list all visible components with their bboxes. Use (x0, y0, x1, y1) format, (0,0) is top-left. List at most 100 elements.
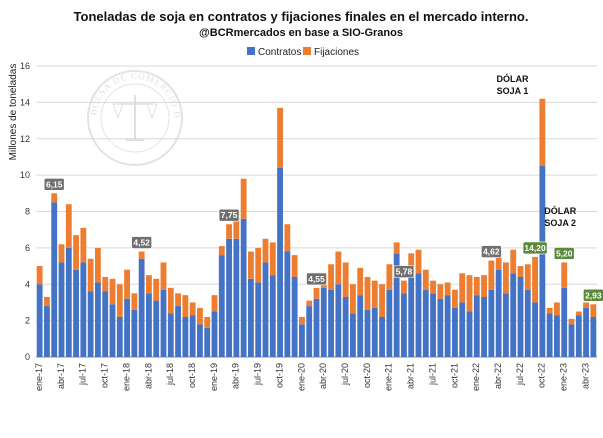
annotations: DÓLAR SOJA 1 DÓLAR SOJA 2 (497, 73, 577, 228)
x-tick-label: ene-19 (209, 363, 219, 391)
bar-contratos (568, 324, 575, 357)
bar-contratos (218, 255, 225, 357)
bar-contratos (364, 309, 371, 357)
bar-fijaciones (153, 278, 160, 301)
bar-fijaciones (590, 304, 597, 317)
bar-fijaciones (218, 246, 225, 256)
x-tick-label: jul-17 (78, 363, 88, 386)
x-tick-label: abr-17 (56, 363, 66, 389)
bar-fijaciones (575, 311, 582, 316)
bar-fijaciones (539, 98, 546, 167)
x-tick-label: jul-21 (427, 363, 437, 386)
bar-contratos (524, 289, 531, 357)
value-badge-label: 7,75 (221, 210, 238, 220)
bar-fijaciones (262, 238, 269, 263)
bar-fijaciones (160, 262, 167, 290)
bar-contratos (277, 167, 283, 357)
bar-contratos (459, 302, 466, 357)
bar-fijaciones (116, 284, 123, 317)
bar-contratos (116, 316, 123, 357)
value-badge (553, 247, 575, 260)
value-badge (393, 265, 415, 278)
bar-contratos (306, 306, 313, 357)
chart-subtitle: @BCRmercados en base a SIO-Granos (199, 27, 403, 39)
bar-contratos (255, 282, 262, 357)
bar-contratos (393, 253, 400, 357)
value-badge (131, 236, 152, 249)
bar-fijaciones (95, 247, 101, 283)
bar-contratos (371, 307, 378, 357)
bar-fijaciones (131, 293, 138, 310)
bar-fijaciones (80, 227, 87, 263)
value-badge-label: 4,52 (133, 238, 150, 248)
bar-contratos (575, 315, 582, 357)
y-axis-label: Millones de toneladas (8, 64, 19, 161)
bar-contratos (291, 276, 298, 357)
x-tick-label: oct-22 (537, 363, 547, 388)
value-badge-label: 4,62 (483, 247, 500, 257)
bar-fijaciones (342, 262, 349, 297)
bar-fijaciones (379, 284, 385, 317)
bar-contratos (124, 298, 130, 357)
bar-fijaciones (146, 275, 152, 294)
y-tick-label: 16 (20, 61, 30, 71)
bar-fijaciones (204, 316, 211, 328)
bar-fijaciones (401, 280, 407, 294)
x-tick-label: abr-23 (580, 363, 590, 389)
x-tick-label: oct-19 (274, 363, 284, 388)
bar-contratos (481, 296, 487, 357)
bar-contratos (87, 291, 94, 357)
x-tick-label: oct-21 (449, 363, 459, 388)
y-axis-ticks: 0 2 4 6 8 10 12 14 16 (20, 61, 30, 362)
bar-fijaciones (561, 262, 568, 288)
bar-contratos (80, 262, 87, 357)
bar-fijaciones (554, 302, 560, 316)
bar-fijaciones (386, 264, 393, 290)
bar-contratos (401, 293, 407, 357)
bar-contratos (495, 269, 502, 357)
bar-contratos (379, 316, 385, 357)
bar-fijaciones (371, 280, 378, 308)
y-tick-label: 0 (25, 352, 30, 362)
bar-fijaciones (269, 242, 276, 276)
chart-title: Toneladas de soja en contratos y fijacio… (74, 9, 529, 24)
bar-fijaciones (328, 264, 334, 290)
bar-fijaciones (211, 295, 218, 312)
bar-contratos (73, 269, 79, 357)
bar-contratos (65, 247, 72, 357)
bar-fijaciones (36, 266, 43, 285)
x-tick-label: ene-22 (471, 363, 481, 391)
bar-fijaciones (437, 284, 444, 299)
bar-contratos (262, 262, 269, 357)
bar-contratos (233, 238, 240, 357)
x-tick-label: oct-20 (362, 363, 372, 388)
bar-fijaciones (430, 280, 436, 294)
bar-contratos (422, 289, 429, 357)
x-tick-label: abr-20 (318, 363, 328, 389)
bar-fijaciones (87, 258, 94, 292)
value-badge (522, 241, 548, 255)
value-badge-label: 2,93 (585, 290, 602, 300)
bar-fijaciones (488, 260, 495, 290)
bar-fijaciones (583, 302, 589, 308)
value-badge (481, 245, 502, 258)
bar-fijaciones (51, 193, 58, 203)
bar-fijaciones (226, 224, 232, 239)
bar-fijaciones (495, 247, 502, 270)
legend-label-fijaciones: Fijaciones (314, 47, 359, 58)
bar-contratos (466, 311, 473, 357)
bar-fijaciones (422, 269, 429, 290)
bar-fijaciones (408, 253, 415, 274)
x-tick-label: abr-21 (406, 363, 416, 389)
y-tick-label: 4 (25, 279, 30, 289)
value-badge (218, 208, 240, 222)
bar-fijaciones (255, 247, 262, 283)
legend-label-contratos: Contratos (258, 47, 301, 58)
value-badge-label: 4,55 (308, 274, 325, 284)
bar-contratos (357, 295, 364, 357)
x-tick-label: ene-18 (121, 363, 131, 391)
bar-contratos (131, 309, 138, 357)
x-tick-label: abr-18 (143, 363, 153, 389)
bar-fijaciones (73, 235, 79, 270)
